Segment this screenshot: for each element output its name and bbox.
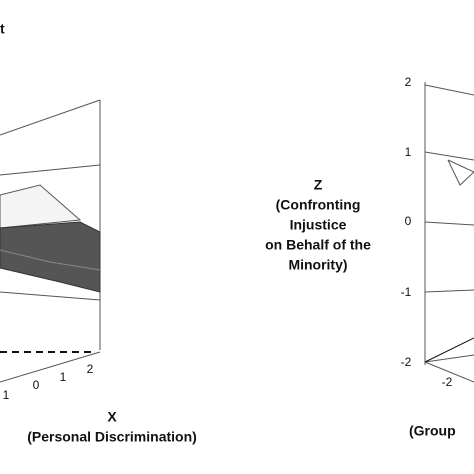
z-label: Z (Confronting Injustice on Behalf of th… bbox=[265, 177, 371, 273]
x-sublabel: (Personal Discrimination) bbox=[27, 429, 197, 445]
floor-edge bbox=[424, 361, 474, 383]
floor-edge bbox=[424, 337, 474, 363]
right-panel: 2 1 0 -1 -2 -2 (Group bbox=[401, 75, 474, 439]
z-tick-label: 1 bbox=[405, 145, 412, 159]
wall-line bbox=[424, 84, 474, 96]
wall-line bbox=[424, 151, 474, 161]
wall-line bbox=[424, 221, 474, 226]
z-label-line: Minority) bbox=[288, 257, 347, 273]
wall-line bbox=[0, 99, 101, 136]
z-tick-label: -2 bbox=[401, 355, 412, 369]
floor-edge bbox=[0, 351, 101, 383]
x-tick-label: 1 bbox=[60, 370, 67, 384]
x-tick-label: 2 bbox=[87, 362, 94, 376]
surface-dark bbox=[0, 221, 101, 293]
z-tick-label: -1 bbox=[401, 285, 412, 299]
surface-line bbox=[0, 249, 101, 271]
z-tick-label: 2 bbox=[405, 75, 412, 89]
panel-title: t bbox=[0, 21, 5, 37]
surface-light bbox=[0, 184, 82, 229]
x-tick-label: 0 bbox=[33, 378, 40, 392]
wall-line bbox=[0, 291, 101, 301]
z-tick-label: 0 bbox=[405, 214, 412, 228]
wall-line bbox=[424, 354, 474, 363]
z-label-line: (Confronting bbox=[276, 197, 361, 213]
z-label-line: Injustice bbox=[290, 217, 347, 233]
z-label-line: on Behalf of the bbox=[265, 237, 371, 253]
left-panel: t 1 0 1 2 X (Personal Discrimination) bbox=[0, 21, 197, 445]
x-tick-label: 1 bbox=[3, 388, 10, 402]
surface-line bbox=[447, 159, 474, 186]
wall-line bbox=[0, 164, 101, 176]
wall-line bbox=[424, 289, 474, 293]
z-label-line: Z bbox=[314, 177, 323, 193]
x-tick-label: -2 bbox=[442, 375, 453, 389]
x-sublabel: (Group bbox=[409, 423, 456, 439]
x-label: X bbox=[107, 409, 117, 425]
